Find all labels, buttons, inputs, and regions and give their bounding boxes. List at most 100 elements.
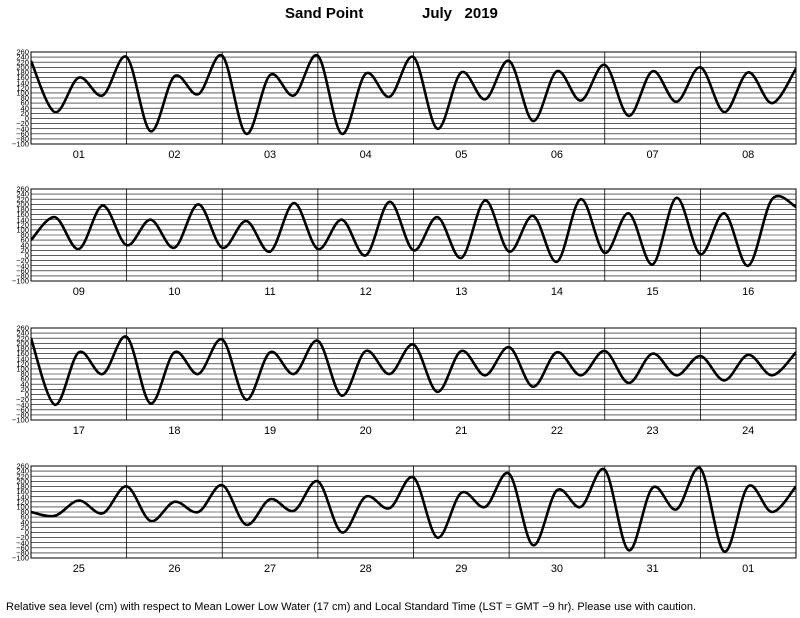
day-label: 10 bbox=[168, 286, 180, 298]
y-tick-label: 100 bbox=[16, 225, 29, 234]
day-label: 15 bbox=[646, 286, 658, 298]
day-label: 04 bbox=[360, 149, 372, 161]
y-tick-label: 140 bbox=[16, 215, 29, 224]
y-tick-label: 180 bbox=[16, 68, 29, 77]
y-tick-label: −40 bbox=[16, 400, 29, 409]
y-tick-label: 120 bbox=[16, 359, 29, 368]
y-tick-label: 80 bbox=[21, 231, 29, 240]
day-label: 27 bbox=[264, 563, 276, 575]
y-tick-label: 40 bbox=[21, 241, 29, 250]
y-tick-label: 0 bbox=[25, 114, 29, 123]
day-label: 13 bbox=[455, 286, 467, 298]
tide-chart: 260240220200180160140120100806040200−20−… bbox=[12, 48, 797, 575]
day-label: 25 bbox=[73, 563, 85, 575]
day-label: 24 bbox=[742, 425, 754, 437]
y-tick-label: 220 bbox=[16, 58, 29, 67]
y-tick-label: 120 bbox=[16, 497, 29, 506]
y-tick-label: 60 bbox=[21, 99, 29, 108]
y-tick-label: 20 bbox=[21, 523, 29, 532]
y-tick-label: 100 bbox=[16, 502, 29, 511]
day-label: 23 bbox=[646, 425, 658, 437]
y-tick-label: 240 bbox=[16, 190, 29, 199]
y-tick-label: −20 bbox=[16, 119, 29, 128]
day-label: 31 bbox=[646, 563, 658, 575]
y-tick-label: 140 bbox=[16, 78, 29, 87]
y-tick-label: −100 bbox=[12, 554, 29, 563]
y-tick-label: 140 bbox=[16, 354, 29, 363]
day-label: 22 bbox=[551, 425, 563, 437]
y-tick-label: −20 bbox=[16, 533, 29, 542]
y-tick-label: −20 bbox=[16, 256, 29, 265]
y-tick-label: 240 bbox=[16, 53, 29, 62]
y-tick-label: 80 bbox=[21, 94, 29, 103]
y-tick-label: 200 bbox=[16, 477, 29, 486]
y-tick-label: 40 bbox=[21, 380, 29, 389]
y-tick-label: 260 bbox=[16, 324, 29, 333]
y-tick-label: −80 bbox=[16, 410, 29, 419]
day-label: 21 bbox=[455, 425, 467, 437]
day-label: 20 bbox=[360, 425, 372, 437]
y-tick-label: −60 bbox=[16, 543, 29, 552]
y-tick-label: 200 bbox=[16, 63, 29, 72]
day-label: 19 bbox=[264, 425, 276, 437]
day-label: 02 bbox=[168, 149, 180, 161]
y-tick-label: 240 bbox=[16, 467, 29, 476]
tide-curve bbox=[31, 54, 796, 136]
y-tick-label: 60 bbox=[21, 236, 29, 245]
y-tick-label: −80 bbox=[16, 271, 29, 280]
y-tick-label: 200 bbox=[16, 200, 29, 209]
y-tick-label: −20 bbox=[16, 395, 29, 404]
y-tick-label: 180 bbox=[16, 344, 29, 353]
y-tick-label: 120 bbox=[16, 83, 29, 92]
y-tick-label: 20 bbox=[21, 246, 29, 255]
y-tick-label: −100 bbox=[12, 140, 29, 149]
y-tick-label: 100 bbox=[16, 88, 29, 97]
y-tick-label: 140 bbox=[16, 492, 29, 501]
y-tick-label: 40 bbox=[21, 104, 29, 113]
y-tick-label: 60 bbox=[21, 375, 29, 384]
day-label: 09 bbox=[73, 286, 85, 298]
tide-curve bbox=[31, 466, 796, 553]
y-tick-label: −100 bbox=[12, 416, 29, 425]
day-label: 11 bbox=[264, 286, 275, 298]
y-tick-label: 160 bbox=[16, 349, 29, 358]
y-tick-label: 40 bbox=[21, 518, 29, 527]
day-label: 06 bbox=[551, 149, 563, 161]
y-tick-label: −40 bbox=[16, 538, 29, 547]
y-tick-label: 260 bbox=[16, 48, 29, 57]
y-tick-label: 180 bbox=[16, 482, 29, 491]
day-label: 17 bbox=[73, 425, 85, 437]
y-tick-label: −40 bbox=[16, 124, 29, 133]
y-tick-label: 180 bbox=[16, 205, 29, 214]
day-label: 26 bbox=[168, 563, 180, 575]
y-tick-label: −60 bbox=[16, 266, 29, 275]
day-label: 01 bbox=[73, 149, 85, 161]
day-label: 05 bbox=[455, 149, 467, 161]
y-tick-label: 160 bbox=[16, 73, 29, 82]
y-tick-label: 220 bbox=[16, 195, 29, 204]
y-tick-label: 80 bbox=[21, 370, 29, 379]
chart-caption: Relative sea level (cm) with respect to … bbox=[6, 601, 697, 613]
y-tick-label: 60 bbox=[21, 513, 29, 522]
y-tick-label: 200 bbox=[16, 339, 29, 348]
y-tick-label: 0 bbox=[25, 390, 29, 399]
y-tick-label: 20 bbox=[21, 385, 29, 394]
tide-curve bbox=[31, 194, 796, 268]
y-tick-label: 160 bbox=[16, 210, 29, 219]
chart-title: Sand Point July 2019 bbox=[0, 5, 800, 29]
day-label: 29 bbox=[455, 563, 467, 575]
y-tick-label: 260 bbox=[16, 462, 29, 471]
day-label: 08 bbox=[742, 149, 754, 161]
y-tick-label: 160 bbox=[16, 487, 29, 496]
y-tick-label: 0 bbox=[25, 251, 29, 260]
y-tick-label: 20 bbox=[21, 109, 29, 118]
y-tick-label: −60 bbox=[16, 405, 29, 414]
day-label: 14 bbox=[551, 286, 563, 298]
y-tick-label: −40 bbox=[16, 261, 29, 270]
day-label: 03 bbox=[264, 149, 276, 161]
month-year: July 2019 bbox=[422, 5, 498, 22]
y-tick-label: 240 bbox=[16, 329, 29, 338]
tide-curve bbox=[31, 335, 796, 407]
y-tick-label: 0 bbox=[25, 528, 29, 537]
y-tick-label: −80 bbox=[16, 134, 29, 143]
